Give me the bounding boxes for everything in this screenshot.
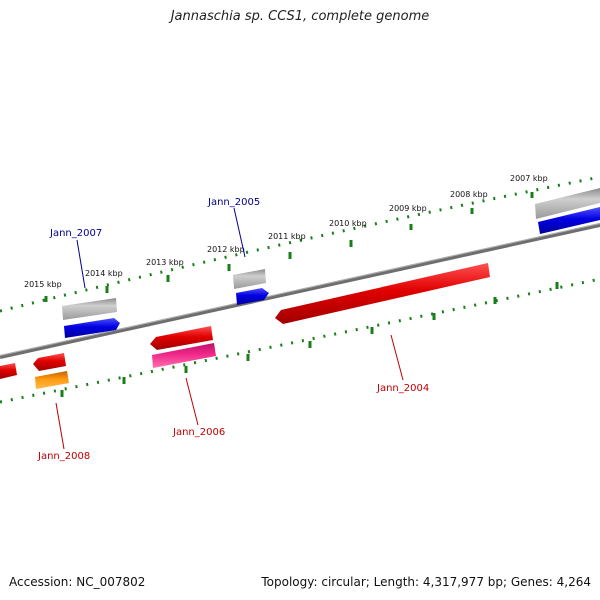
gene-red-arrow [33, 353, 66, 371]
gene-gray-arrow [535, 188, 600, 219]
leader-line [390, 334, 404, 381]
outer-major-ticks [44, 192, 534, 302]
gene-red-arrow [275, 263, 490, 324]
gene-label-jann-2004: Jann_2004 [376, 383, 429, 394]
gene-label-jann-2007: Jann_2007 [49, 228, 102, 239]
tick-labels: 2015 kbp 2014 kbp 2013 kbp 2012 kbp 2011… [24, 174, 548, 289]
gene-gray-arrow [62, 298, 117, 320]
genome-backbone [0, 223, 600, 359]
gene-labels: Jann_2007 Jann_2005 Jann_2004 Jann_2006 … [37, 197, 429, 462]
gene-orange-arrow [35, 371, 69, 389]
tick-label: 2008 kbp [450, 190, 488, 199]
tick-label: 2007 kbp [510, 174, 548, 183]
tick-label: 2011 kbp [268, 232, 306, 241]
figure-title: Jannaschia sp. CCS1, complete genome [170, 9, 430, 24]
tick-label: 2012 kbp [207, 245, 245, 254]
reverse-genes [0, 263, 490, 389]
tick-label: 2014 kbp [85, 269, 123, 278]
tick-label: 2010 kbp [329, 219, 367, 228]
gene-blue-arrow [64, 318, 120, 338]
leader-line [185, 377, 199, 426]
gene-label-jann-2008: Jann_2008 [37, 451, 90, 462]
accession-text: Accession: NC_007802 [9, 575, 146, 589]
gene-label-leaders [55, 207, 404, 450]
inner-major-ticks [60, 282, 559, 397]
gene-pink-arrow [152, 343, 216, 368]
genome-summary-text: Topology: circular; Length: 4,317,977 bp… [261, 575, 591, 589]
leader-line [233, 207, 246, 258]
tick-label: 2013 kbp [146, 258, 184, 267]
outer-scale-track [0, 175, 600, 313]
leader-line [76, 239, 86, 289]
tick-label: 2015 kbp [24, 280, 62, 289]
gene-red-arrow [150, 326, 213, 350]
tick-label: 2009 kbp [389, 204, 427, 213]
gene-label-jann-2006: Jann_2006 [172, 427, 225, 438]
gene-label-jann-2005: Jann_2005 [207, 197, 260, 208]
gene-blue-arrow [538, 207, 600, 234]
genome-backbone-highlight [0, 223, 600, 356]
forward-genes [62, 188, 600, 338]
gene-blue-arrow [236, 288, 269, 305]
gene-red-arrow [0, 363, 17, 379]
gene-gray-arrow [233, 269, 266, 289]
leader-line [55, 402, 65, 450]
inner-scale-track [0, 277, 600, 404]
